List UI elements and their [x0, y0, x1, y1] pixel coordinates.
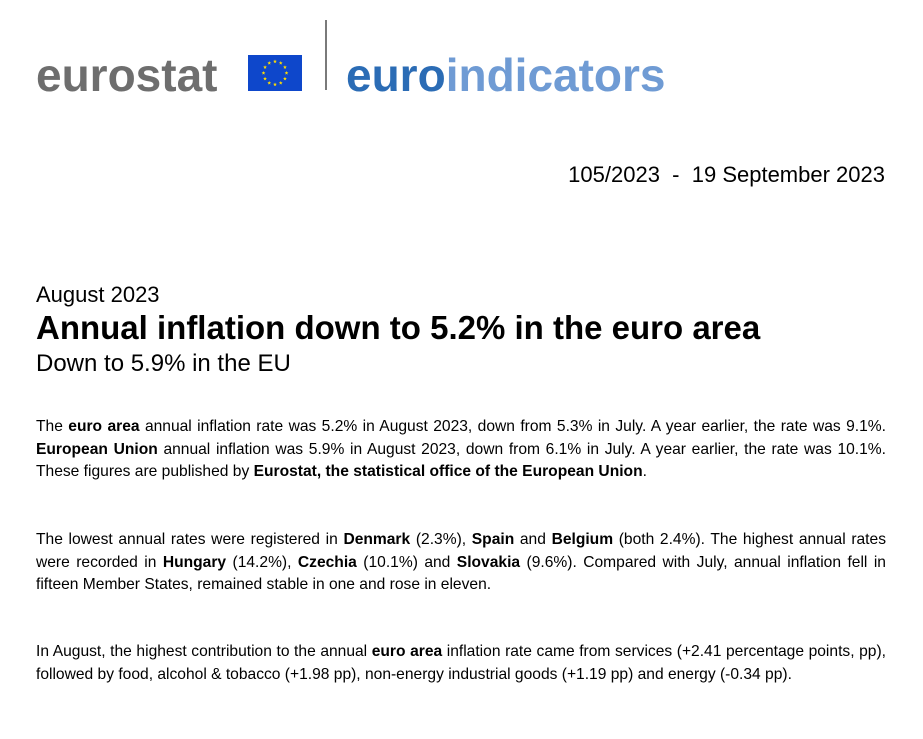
bold-text: euro area	[371, 643, 443, 660]
text: The	[36, 418, 69, 435]
eurostat-logo-text: eurostat	[36, 49, 218, 101]
text: In August, the highest contribution to t…	[36, 643, 372, 660]
flag-star	[267, 61, 272, 65]
text: (2.3%),	[410, 531, 472, 548]
page-subtitle: Down to 5.9% in the EU	[36, 350, 291, 377]
text: The lowest annual rates were registered …	[36, 531, 344, 548]
text: (14.2%),	[226, 553, 298, 571]
eu-flag-icon	[248, 55, 302, 91]
flag-star	[261, 71, 266, 75]
paragraph-contributions: In August, the highest contribution to t…	[36, 641, 886, 686]
bold-text: Eurostat, the statistical office of the …	[253, 463, 643, 480]
text: (both 2.4%). The highest annual rates we…	[36, 531, 886, 571]
text: and	[514, 531, 552, 548]
flag-star	[278, 80, 283, 85]
bold-text: Slovakia	[456, 553, 521, 571]
bold-text: European Union	[36, 440, 158, 458]
flag-star	[273, 59, 277, 64]
release-separator: -	[672, 162, 680, 187]
flag-star	[284, 71, 289, 75]
flag-star	[283, 65, 287, 69]
text: annual inflation rate was 5.2% in August…	[139, 418, 886, 435]
text: (10.1%) and	[356, 553, 457, 571]
flag-star	[263, 65, 267, 69]
flag-star	[278, 61, 283, 65]
bold-text: Hungary	[162, 553, 227, 571]
flag-star	[267, 80, 272, 85]
bold-text: euro area	[68, 418, 140, 435]
release-number: 105/2023	[568, 162, 660, 187]
logo-divider	[325, 20, 327, 90]
release-date: 19 September 2023	[691, 162, 885, 187]
bold-text: Czechia	[297, 553, 357, 571]
flag-star	[273, 82, 277, 87]
paragraph-member-states: The lowest annual rates were registered …	[36, 529, 886, 597]
page-title: Annual inflation down to 5.2% in the eur…	[36, 309, 761, 346]
bold-text: Denmark	[343, 531, 411, 548]
paragraph-headline-rates: The euro area annual inflation rate was …	[36, 416, 886, 484]
text: (9.6%). Compared with July, annual infla…	[36, 553, 886, 594]
euroindicators-logo-part2: indicators	[445, 49, 666, 101]
text: annual inflation was 5.9% in August 2023…	[36, 440, 886, 481]
euroindicators-logo: euroindicators	[346, 52, 666, 98]
release-info: 105/2023 - 19 September 2023	[568, 162, 885, 188]
euroindicators-logo-part1: euro	[346, 49, 446, 101]
bold-text: Belgium	[551, 531, 614, 548]
bold-text: Spain	[471, 531, 515, 548]
text: .	[642, 463, 647, 480]
text: inflation rate came from services (+2.41…	[36, 643, 886, 683]
header: eurostat euroindicators	[36, 18, 736, 101]
flag-star	[263, 76, 267, 81]
reference-period: August 2023	[36, 282, 160, 307]
flag-star	[283, 76, 287, 81]
